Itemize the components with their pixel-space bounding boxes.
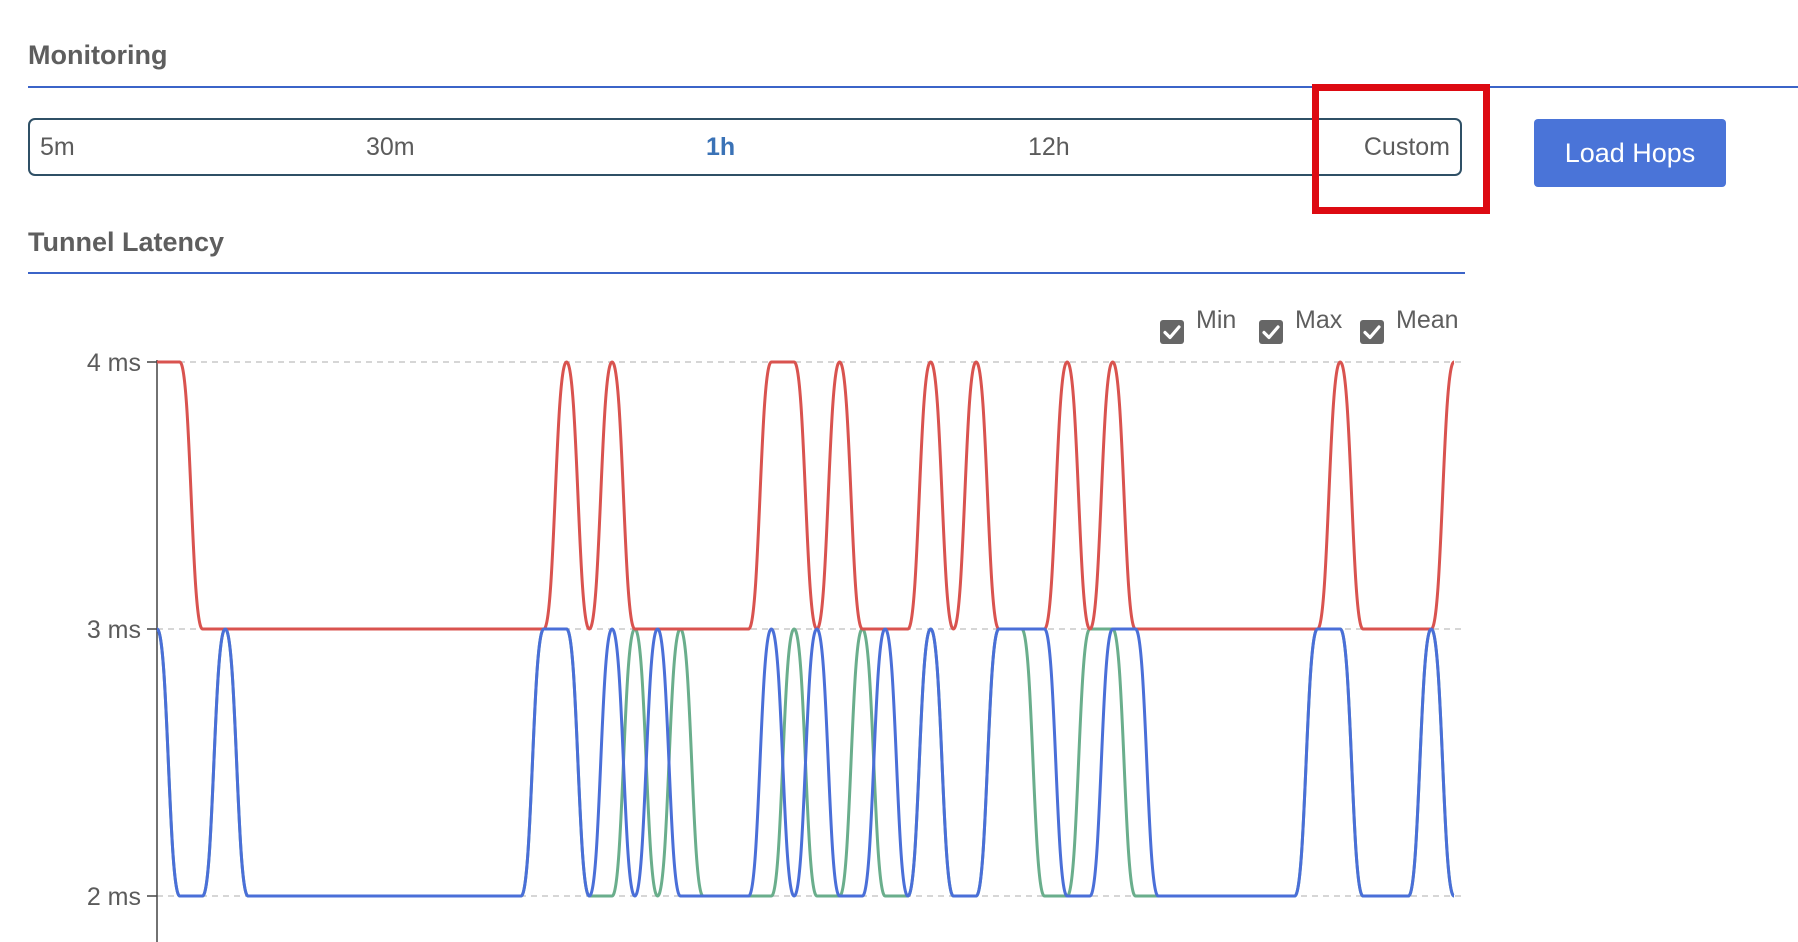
legend-label-mean: Mean — [1396, 306, 1459, 334]
range-option-1h[interactable]: 1h — [706, 133, 736, 161]
monitoring-divider — [28, 86, 1798, 88]
series-line-max — [156, 360, 1456, 631]
monitoring-title: Monitoring — [28, 40, 168, 70]
tunnel-latency-title: Tunnel Latency — [28, 227, 225, 257]
time-range-selector: 5m 30m 1h 12h Custom — [28, 118, 1462, 176]
custom-highlight-box — [1312, 84, 1490, 214]
max-checkbox-icon[interactable] — [1259, 320, 1283, 344]
range-option-12h[interactable]: 12h — [1028, 133, 1070, 161]
legend-label-min: Min — [1196, 306, 1237, 334]
chart-legend: Min Max Mean — [1156, 306, 1466, 346]
load-hops-button[interactable]: Load Hops — [1534, 119, 1726, 187]
y-tick-label: 2 ms — [87, 883, 141, 911]
legend-label-max: Max — [1295, 306, 1343, 334]
range-option-30m[interactable]: 30m — [366, 133, 415, 161]
tunnel-latency-divider — [28, 272, 1465, 274]
range-option-5m[interactable]: 5m — [40, 133, 75, 161]
min-checkbox-icon[interactable] — [1160, 320, 1184, 344]
y-tick-label: 3 ms — [87, 616, 141, 644]
mean-checkbox-icon[interactable] — [1360, 320, 1384, 344]
range-option-custom[interactable]: Custom — [1363, 133, 1450, 161]
series-line-mean — [155, 627, 1456, 898]
y-tick-label: 4 ms — [87, 349, 141, 377]
